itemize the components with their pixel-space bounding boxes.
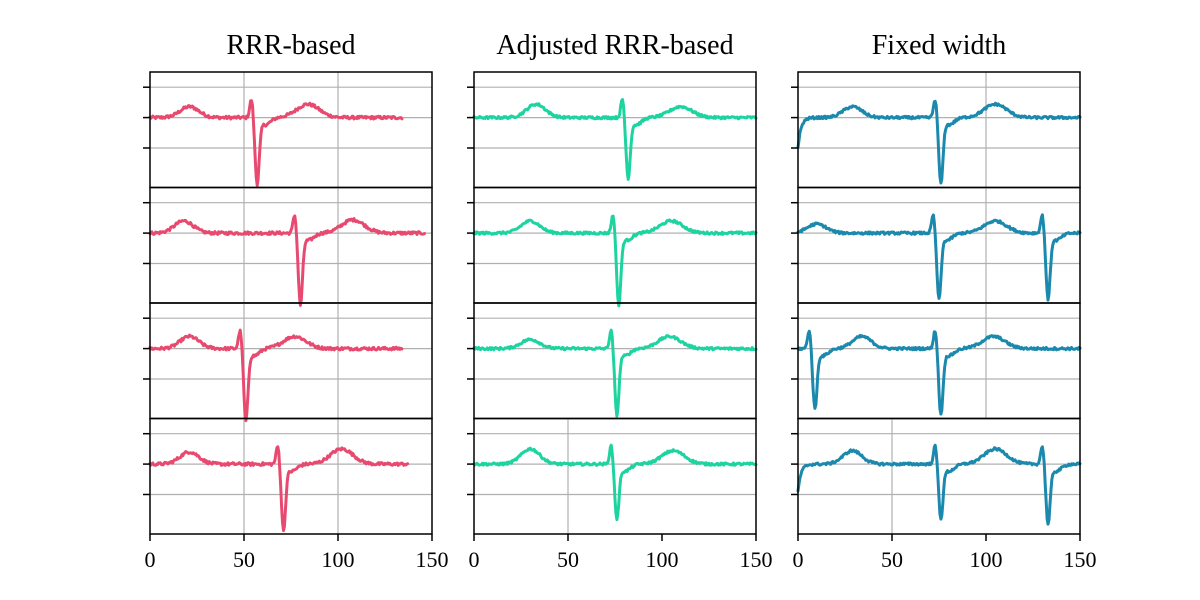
column-title-1: Adjusted RRR-based bbox=[496, 30, 733, 61]
ecg-trace-c2-r1 bbox=[796, 213, 1082, 302]
x-tick-label: 150 bbox=[416, 547, 449, 572]
ecg-trace-c1-r0 bbox=[472, 98, 758, 181]
ecg-trace-c1-r1 bbox=[472, 214, 758, 308]
subplot-frame bbox=[473, 71, 757, 189]
ecg-trace-c0-r1 bbox=[148, 214, 426, 307]
subplot-c0-r0 bbox=[143, 71, 433, 189]
ecg-trace-c2-r3 bbox=[796, 443, 1082, 526]
x-tick-label: 0 bbox=[145, 547, 156, 572]
x-tick-label: 50 bbox=[233, 547, 255, 572]
ecg-trace-c2-r0 bbox=[796, 99, 1082, 185]
subplot-frame bbox=[149, 71, 433, 189]
subplot-frame bbox=[797, 417, 1081, 535]
column-title-0: RRR-based bbox=[226, 30, 355, 61]
ecg-trace-c0-r0 bbox=[148, 99, 404, 187]
ecg-trace-c2-r2 bbox=[796, 329, 1082, 416]
subplot-c1-r3 bbox=[467, 417, 758, 535]
subplot-c0-r2 bbox=[143, 302, 433, 423]
subplot-c2-r1 bbox=[791, 186, 1082, 304]
x-tick-label: 0 bbox=[793, 547, 804, 572]
subplot-c2-r3 bbox=[791, 417, 1082, 535]
x-tick-label: 50 bbox=[557, 547, 579, 572]
subplot-c1-r0 bbox=[467, 71, 758, 189]
subplot-c0-r3 bbox=[143, 417, 433, 535]
x-tick-label: 150 bbox=[1064, 547, 1097, 572]
subplot-frame bbox=[149, 417, 433, 535]
subplot-frame bbox=[149, 186, 433, 304]
subplot-c2-r2 bbox=[791, 302, 1082, 420]
ecg-trace-c0-r3 bbox=[148, 445, 410, 533]
x-tick-label: 150 bbox=[740, 547, 773, 572]
subplot-c0-r1 bbox=[143, 186, 433, 307]
subplot-c1-r1 bbox=[467, 186, 758, 308]
ecg-trace-c1-r2 bbox=[472, 328, 758, 418]
ecg-trace-c0-r2 bbox=[148, 328, 404, 423]
column-title-2: Fixed width bbox=[872, 30, 1007, 61]
subplot-c2-r0 bbox=[791, 71, 1082, 189]
x-tick-label: 50 bbox=[881, 547, 903, 572]
plot-root: RRR-based 0 50 100 150 Adjusted RRR-based 0 50 1… bbox=[143, 30, 1097, 572]
subplot-c1-r2 bbox=[467, 302, 758, 420]
x-tick-label: 100 bbox=[970, 547, 1003, 572]
x-tick-label: 0 bbox=[469, 547, 480, 572]
subplot-frame bbox=[473, 417, 757, 535]
subplot-frame bbox=[149, 302, 433, 420]
x-tick-label: 100 bbox=[322, 547, 355, 572]
x-tick-label: 100 bbox=[646, 547, 679, 572]
ecg-trace-c1-r3 bbox=[472, 443, 758, 522]
